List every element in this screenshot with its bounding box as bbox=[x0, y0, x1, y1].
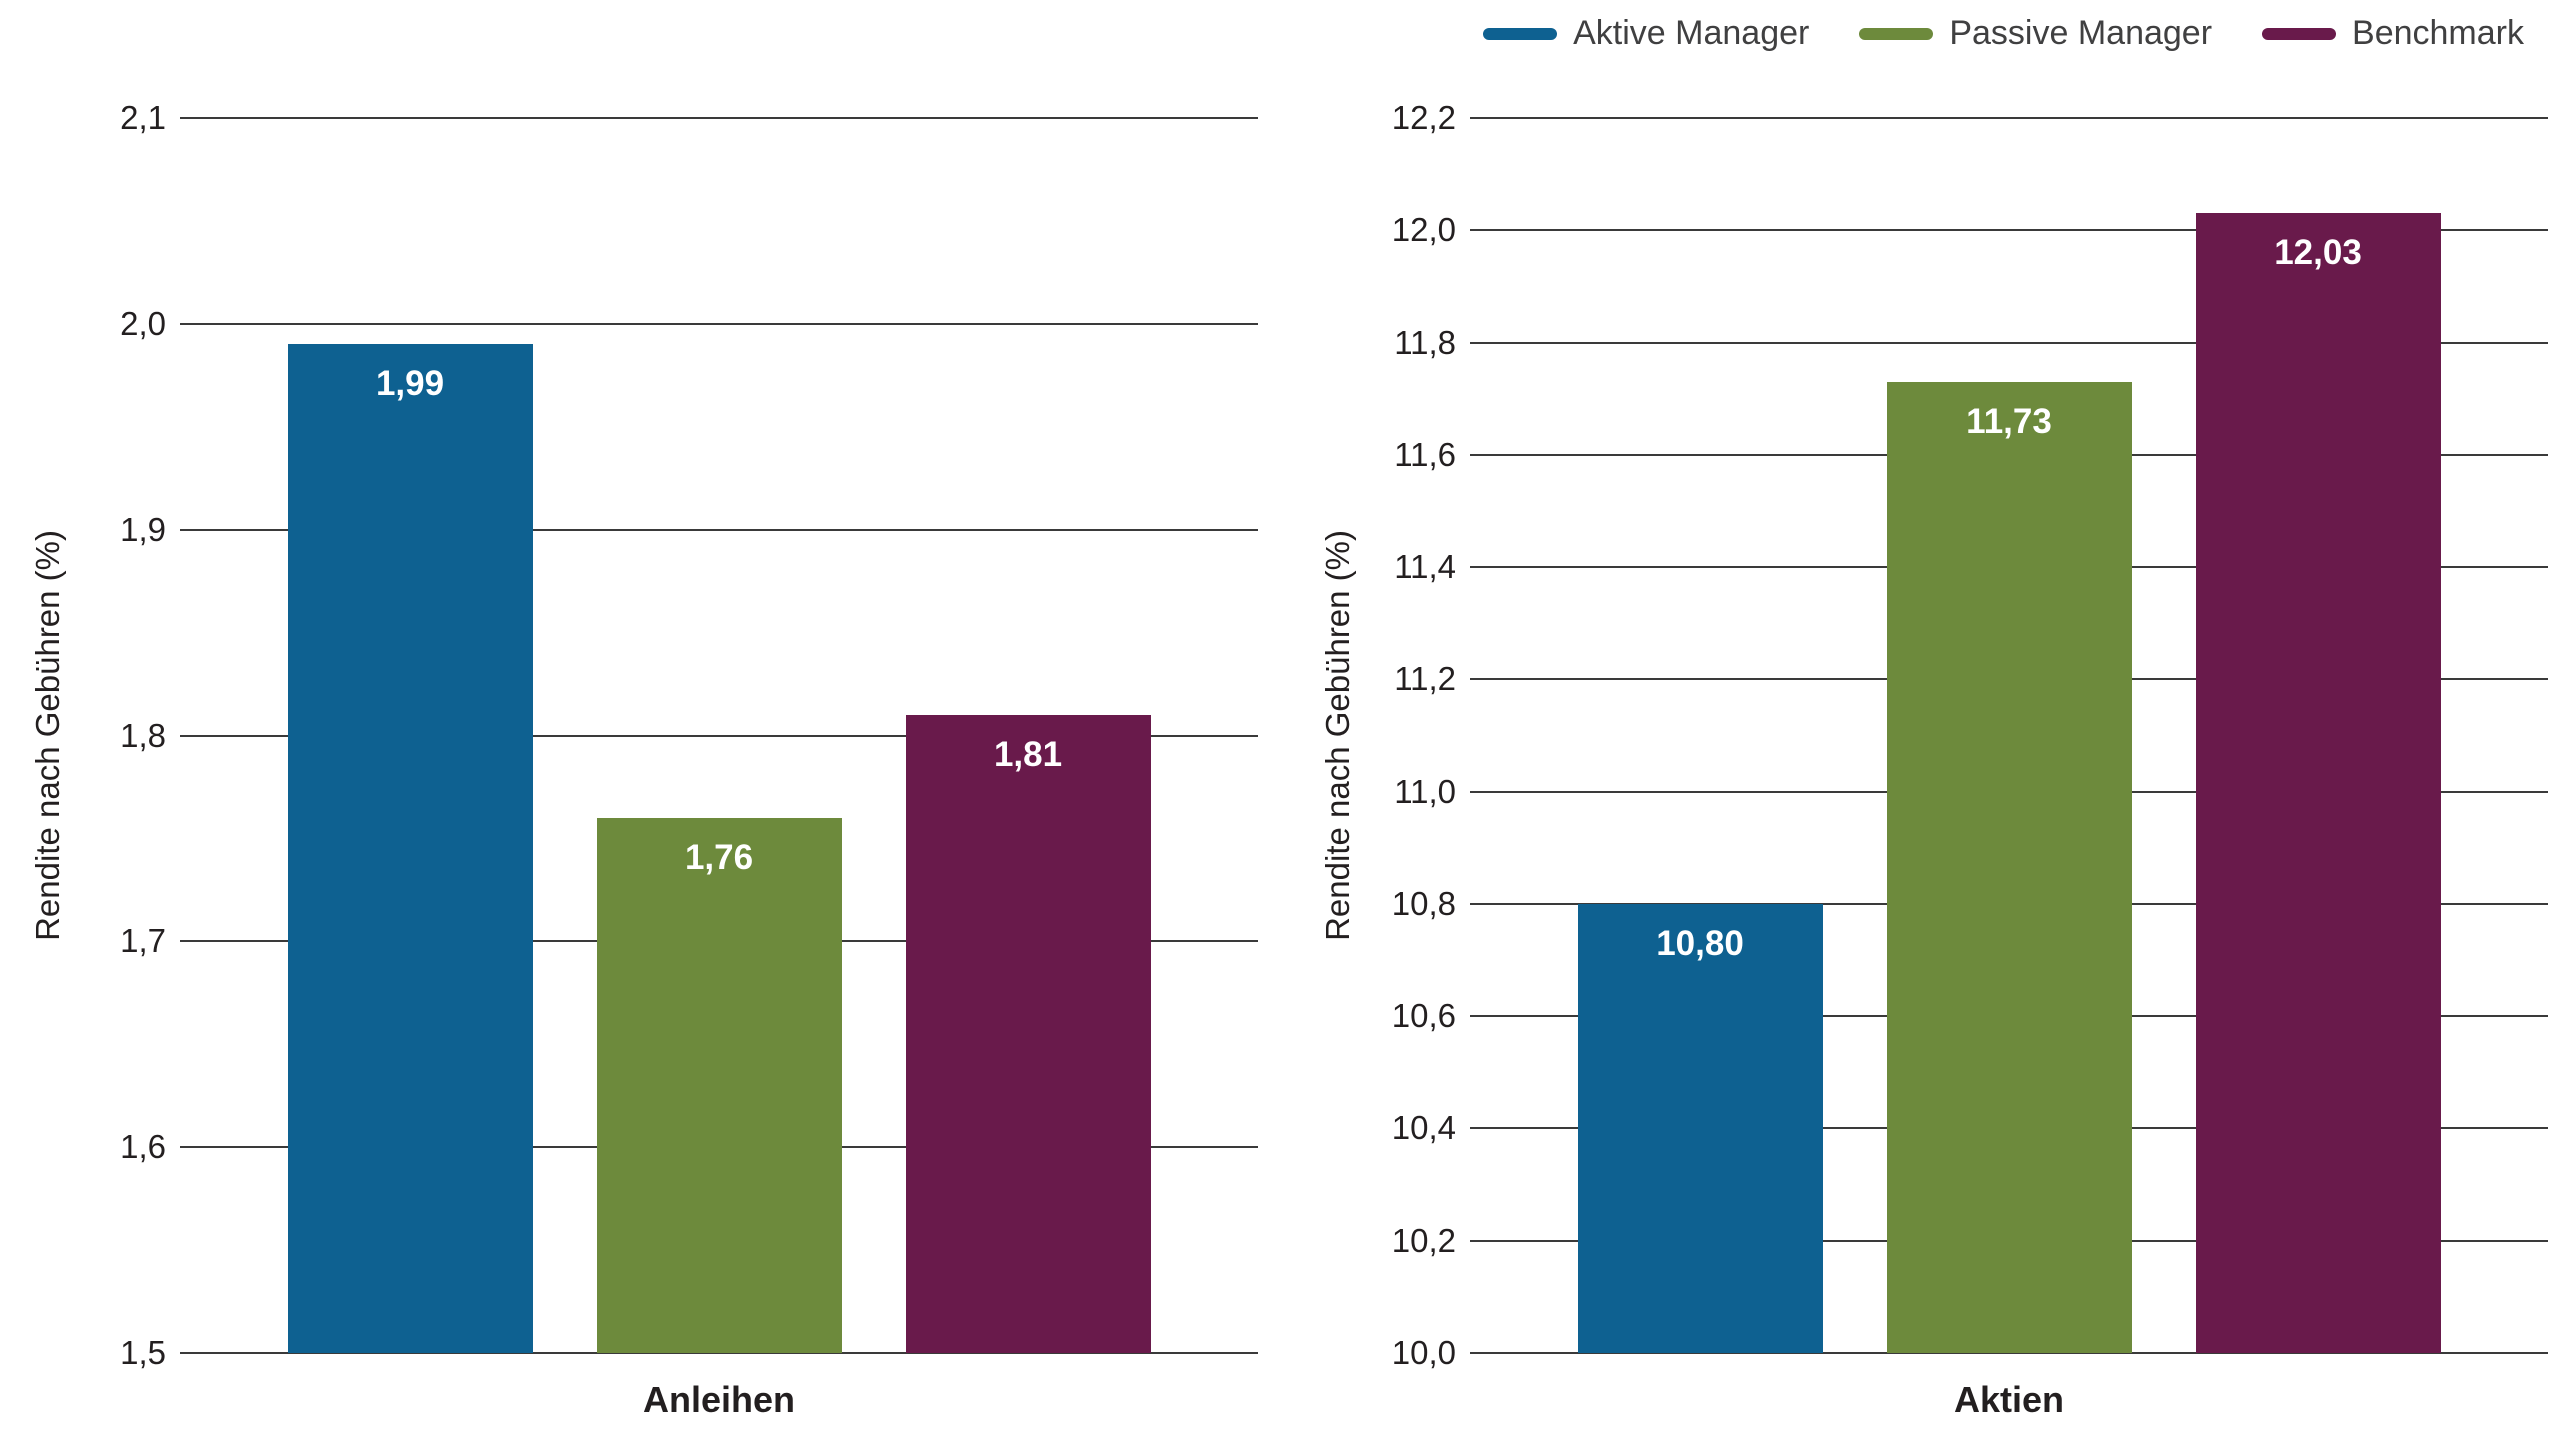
y-axis-ticks: 1,5 1,6 1,7 1,8 1,9 2,0 2,1 bbox=[80, 99, 180, 1371]
legend-swatch bbox=[1859, 27, 1934, 40]
tick-label: 1,5 bbox=[120, 1334, 166, 1371]
tick-label: 10,0 bbox=[1391, 1334, 1456, 1371]
bars-group: 10,80 11,73 12,03 bbox=[1470, 118, 2548, 1353]
y-axis-label-text: Rendite nach Gebühren (%) bbox=[1319, 530, 1356, 941]
tick-label: 11,4 bbox=[1394, 548, 1456, 586]
bar-passive-manager: 1,76 bbox=[596, 817, 842, 1353]
plot-area: 10,80 11,73 12,03 bbox=[1470, 117, 2548, 1354]
tick-label: 11,0 bbox=[1394, 772, 1456, 810]
bar-value-label: 11,73 bbox=[1966, 401, 2052, 441]
tick-label: 11,2 bbox=[1394, 660, 1456, 698]
plot-area: 1,99 1,76 1,81 bbox=[180, 117, 1258, 1354]
legend-item: Passive Manager bbox=[1859, 14, 2212, 53]
tick-label: 10,4 bbox=[1391, 1109, 1456, 1147]
y-axis-ticks: 10,0 10,2 10,4 10,6 10,8 11,0 11,2 11,4 11,6 11,8… bbox=[1370, 99, 1470, 1371]
bars-group: 1,99 1,76 1,81 bbox=[180, 118, 1258, 1353]
gridline bbox=[1470, 1352, 2548, 1354]
y-axis-label: Rendite nach Gebühren (%) bbox=[16, 118, 80, 1353]
tick-label: 11,6 bbox=[1394, 435, 1456, 473]
gridline bbox=[1470, 229, 2548, 232]
x-axis-label: Anleihen bbox=[642, 1379, 795, 1420]
legend-item: Aktive Manager bbox=[1483, 14, 1809, 53]
tick-label: 2,0 bbox=[120, 304, 166, 342]
legend-item: Benchmark bbox=[2262, 14, 2524, 53]
gridline bbox=[180, 117, 1258, 119]
legend-label: Aktive Manager bbox=[1573, 14, 1810, 52]
bar-value-label: 10,80 bbox=[1656, 923, 1744, 963]
legend-label: Passive Manager bbox=[1949, 14, 2213, 52]
legend-label: Benchmark bbox=[2352, 14, 2524, 52]
tick-label: 11,8 bbox=[1394, 323, 1456, 361]
bar-value-label: 1,76 bbox=[684, 837, 754, 877]
legend-swatch bbox=[1483, 27, 1558, 40]
bar-aktive-manager: 1,99 bbox=[287, 344, 533, 1353]
tick-label: 10,2 bbox=[1391, 1221, 1456, 1259]
plot-column: 10,80 11,73 12,03 Aktien bbox=[1470, 117, 2548, 1421]
chart-aktien: Rendite nach Gebühren (%) 10,0 10,2 10,4 10… bbox=[1306, 99, 2548, 1421]
bar-value-label: 1,99 bbox=[375, 364, 445, 404]
bar-value-label: 1,81 bbox=[993, 734, 1063, 774]
gridline bbox=[180, 1352, 1258, 1354]
tick-label: 10,6 bbox=[1391, 997, 1456, 1035]
tick-label: 1,8 bbox=[120, 716, 166, 754]
tick-label: 12,2 bbox=[1391, 99, 1456, 136]
tick-label: 1,7 bbox=[120, 922, 166, 960]
chart-anleihen: Rendite nach Gebühren (%) 1,5 1,6 1,7 1,8 1,… bbox=[16, 99, 1258, 1421]
bar-aktive-manager: 10,80 bbox=[1577, 903, 1823, 1353]
tick-label: 1,9 bbox=[120, 510, 166, 548]
tick-label: 2,1 bbox=[120, 99, 166, 136]
bar-value-label: 12,03 bbox=[2274, 233, 2362, 273]
gridline bbox=[180, 322, 1258, 325]
legend-swatch bbox=[2262, 27, 2337, 40]
bar-passive-manager: 11,73 bbox=[1886, 381, 2132, 1353]
y-axis-label: Rendite nach Gebühren (%) bbox=[1306, 118, 1370, 1353]
legend: Aktive Manager Passive Manager Benchmark bbox=[1483, 14, 2524, 53]
gridline bbox=[1470, 117, 2548, 119]
tick-label: 12,0 bbox=[1391, 211, 1456, 249]
y-axis-label-text: Rendite nach Gebühren (%) bbox=[29, 530, 66, 941]
gridline bbox=[180, 528, 1258, 531]
x-axis-label: Aktien bbox=[1953, 1379, 2065, 1420]
tick-label: 1,6 bbox=[120, 1128, 166, 1166]
tick-label: 10,8 bbox=[1391, 884, 1456, 922]
bar-benchmark: 1,81 bbox=[905, 714, 1151, 1353]
gridline bbox=[180, 734, 1258, 737]
plot-column: 1,99 1,76 1,81 Anleihen bbox=[180, 117, 1258, 1421]
bar-benchmark: 12,03 bbox=[2195, 213, 2441, 1353]
gridline bbox=[1470, 341, 2548, 344]
